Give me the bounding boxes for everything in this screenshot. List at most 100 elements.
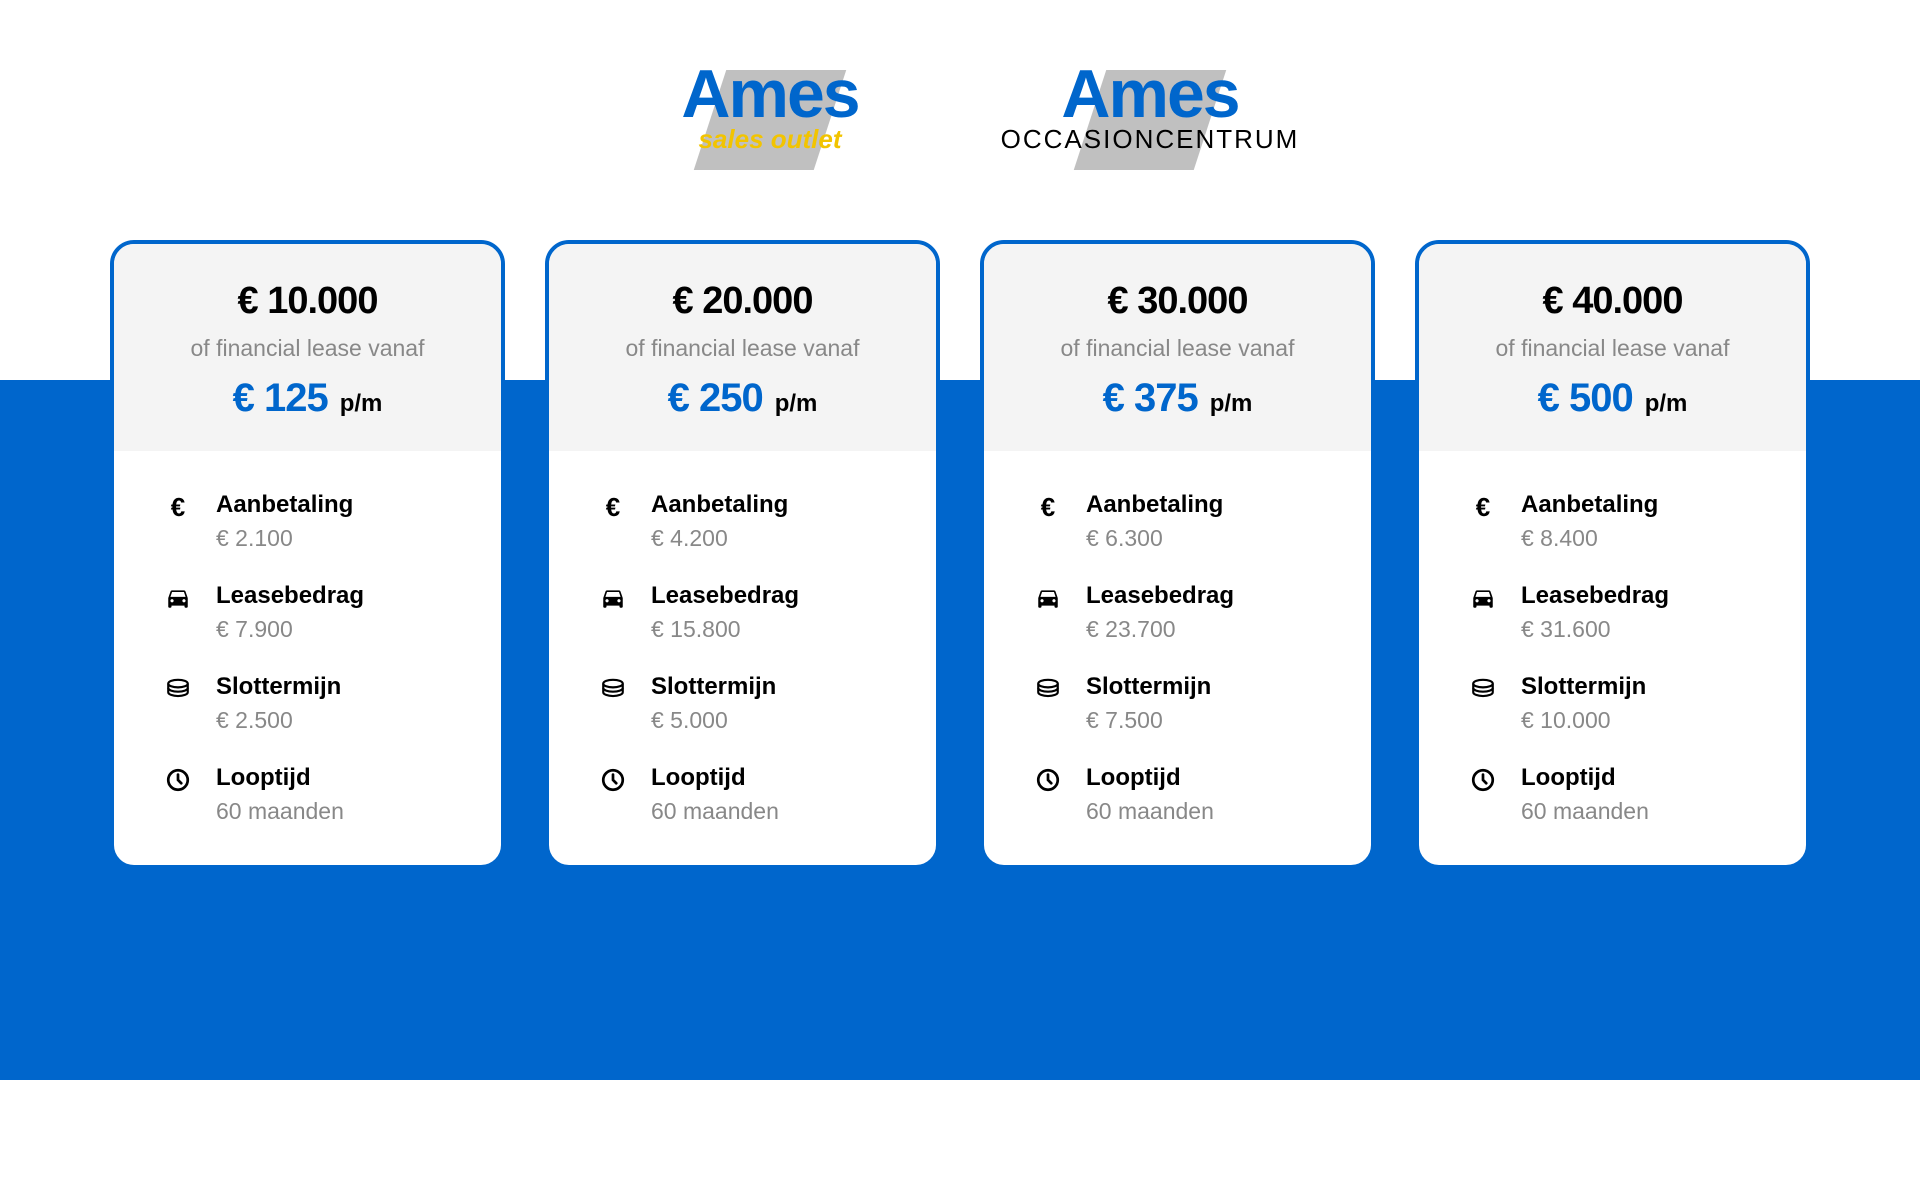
card-header: € 10.000 of financial lease vanaf € 125 … — [114, 244, 501, 451]
detail-label: Leasebedrag — [651, 582, 896, 610]
car-icon — [164, 584, 192, 612]
detail-looptijd: Looptijd 60 maanden — [1469, 764, 1766, 825]
detail-aanbetaling: € Aanbetaling € 2.100 — [164, 491, 461, 552]
price-monthly: € 125 p/m — [144, 376, 471, 421]
clock-icon — [1034, 766, 1062, 794]
detail-slottermijn: Slottermijn € 7.500 — [1034, 673, 1331, 734]
card-body: € Aanbetaling € 2.100 Leasebedrag € 7.90… — [114, 451, 501, 865]
detail-value: € 23.700 — [1086, 616, 1331, 643]
detail-value: € 8.400 — [1521, 525, 1766, 552]
detail-leasebedrag: Leasebedrag € 31.600 — [1469, 582, 1766, 643]
lease-text: of financial lease vanaf — [579, 335, 906, 362]
coins-icon — [1469, 675, 1497, 703]
clock-icon — [1469, 766, 1497, 794]
detail-looptijd: Looptijd 60 maanden — [164, 764, 461, 825]
logo-main-text: Ames — [620, 60, 920, 128]
detail-label: Looptijd — [1521, 764, 1766, 792]
euro-icon: € — [1034, 493, 1062, 521]
detail-label: Looptijd — [1086, 764, 1331, 792]
detail-leasebedrag: Leasebedrag € 23.700 — [1034, 582, 1331, 643]
pricing-card: € 40.000 of financial lease vanaf € 500 … — [1415, 240, 1810, 869]
detail-leasebedrag: Leasebedrag € 7.900 — [164, 582, 461, 643]
logo-sales-outlet: Ames sales outlet — [620, 60, 920, 180]
logos-container: Ames sales outlet Ames OCCASIONCENTRUM — [0, 0, 1920, 240]
detail-label: Looptijd — [651, 764, 896, 792]
detail-value: € 7.500 — [1086, 707, 1331, 734]
card-body: € Aanbetaling € 4.200 Leasebedrag € 15.8… — [549, 451, 936, 865]
logo-main-text: Ames — [1000, 60, 1300, 128]
card-header: € 30.000 of financial lease vanaf € 375 … — [984, 244, 1371, 451]
detail-value: € 6.300 — [1086, 525, 1331, 552]
detail-aanbetaling: € Aanbetaling € 8.400 — [1469, 491, 1766, 552]
price-monthly: € 375 p/m — [1014, 376, 1341, 421]
detail-value: € 4.200 — [651, 525, 896, 552]
detail-looptijd: Looptijd 60 maanden — [1034, 764, 1331, 825]
price-monthly-unit: p/m — [775, 390, 818, 418]
detail-aanbetaling: € Aanbetaling € 6.300 — [1034, 491, 1331, 552]
card-header: € 20.000 of financial lease vanaf € 250 … — [549, 244, 936, 451]
detail-label: Leasebedrag — [1521, 582, 1766, 610]
euro-icon: € — [164, 493, 192, 521]
price-main: € 10.000 — [144, 280, 471, 323]
detail-value: € 5.000 — [651, 707, 896, 734]
detail-label: Aanbetaling — [651, 491, 896, 519]
detail-label: Looptijd — [216, 764, 461, 792]
price-monthly-unit: p/m — [1210, 390, 1253, 418]
detail-slottermijn: Slottermijn € 5.000 — [599, 673, 896, 734]
detail-label: Leasebedrag — [1086, 582, 1331, 610]
pricing-card: € 10.000 of financial lease vanaf € 125 … — [110, 240, 505, 869]
lease-text: of financial lease vanaf — [144, 335, 471, 362]
car-icon — [1034, 584, 1062, 612]
price-monthly-value: € 375 — [1103, 376, 1198, 421]
price-monthly-value: € 500 — [1538, 376, 1633, 421]
clock-icon — [164, 766, 192, 794]
price-monthly-unit: p/m — [1645, 390, 1688, 418]
pricing-card: € 30.000 of financial lease vanaf € 375 … — [980, 240, 1375, 869]
detail-value: 60 maanden — [1086, 798, 1331, 825]
detail-value: € 15.800 — [651, 616, 896, 643]
euro-icon: € — [1469, 493, 1497, 521]
car-icon — [1469, 584, 1497, 612]
logo-sub-text: OCCASIONCENTRUM — [1000, 124, 1300, 155]
card-body: € Aanbetaling € 8.400 Leasebedrag € 31.6… — [1419, 451, 1806, 865]
detail-label: Slottermijn — [651, 673, 896, 701]
lease-text: of financial lease vanaf — [1014, 335, 1341, 362]
detail-value: € 2.500 — [216, 707, 461, 734]
detail-label: Leasebedrag — [216, 582, 461, 610]
detail-label: Aanbetaling — [1086, 491, 1331, 519]
price-main: € 30.000 — [1014, 280, 1341, 323]
lease-text: of financial lease vanaf — [1449, 335, 1776, 362]
detail-value: € 7.900 — [216, 616, 461, 643]
detail-value: 60 maanden — [1521, 798, 1766, 825]
logo-sub-text: sales outlet — [620, 124, 920, 155]
detail-label: Aanbetaling — [1521, 491, 1766, 519]
logo-occasion-centrum: Ames OCCASIONCENTRUM — [1000, 60, 1300, 180]
price-monthly: € 250 p/m — [579, 376, 906, 421]
detail-leasebedrag: Leasebedrag € 15.800 — [599, 582, 896, 643]
detail-aanbetaling: € Aanbetaling € 4.200 — [599, 491, 896, 552]
price-monthly: € 500 p/m — [1449, 376, 1776, 421]
pricing-card: € 20.000 of financial lease vanaf € 250 … — [545, 240, 940, 869]
detail-value: € 31.600 — [1521, 616, 1766, 643]
clock-icon — [599, 766, 627, 794]
detail-value: € 2.100 — [216, 525, 461, 552]
detail-label: Slottermijn — [216, 673, 461, 701]
detail-slottermijn: Slottermijn € 2.500 — [164, 673, 461, 734]
coins-icon — [599, 675, 627, 703]
coins-icon — [164, 675, 192, 703]
detail-value: 60 maanden — [651, 798, 896, 825]
card-body: € Aanbetaling € 6.300 Leasebedrag € 23.7… — [984, 451, 1371, 865]
car-icon — [599, 584, 627, 612]
pricing-cards-container: € 10.000 of financial lease vanaf € 125 … — [0, 240, 1920, 869]
price-monthly-value: € 125 — [233, 376, 328, 421]
coins-icon — [1034, 675, 1062, 703]
detail-label: Slottermijn — [1521, 673, 1766, 701]
euro-icon: € — [599, 493, 627, 521]
price-monthly-unit: p/m — [340, 390, 383, 418]
detail-looptijd: Looptijd 60 maanden — [599, 764, 896, 825]
detail-slottermijn: Slottermijn € 10.000 — [1469, 673, 1766, 734]
detail-value: € 10.000 — [1521, 707, 1766, 734]
detail-label: Aanbetaling — [216, 491, 461, 519]
detail-value: 60 maanden — [216, 798, 461, 825]
price-monthly-value: € 250 — [668, 376, 763, 421]
